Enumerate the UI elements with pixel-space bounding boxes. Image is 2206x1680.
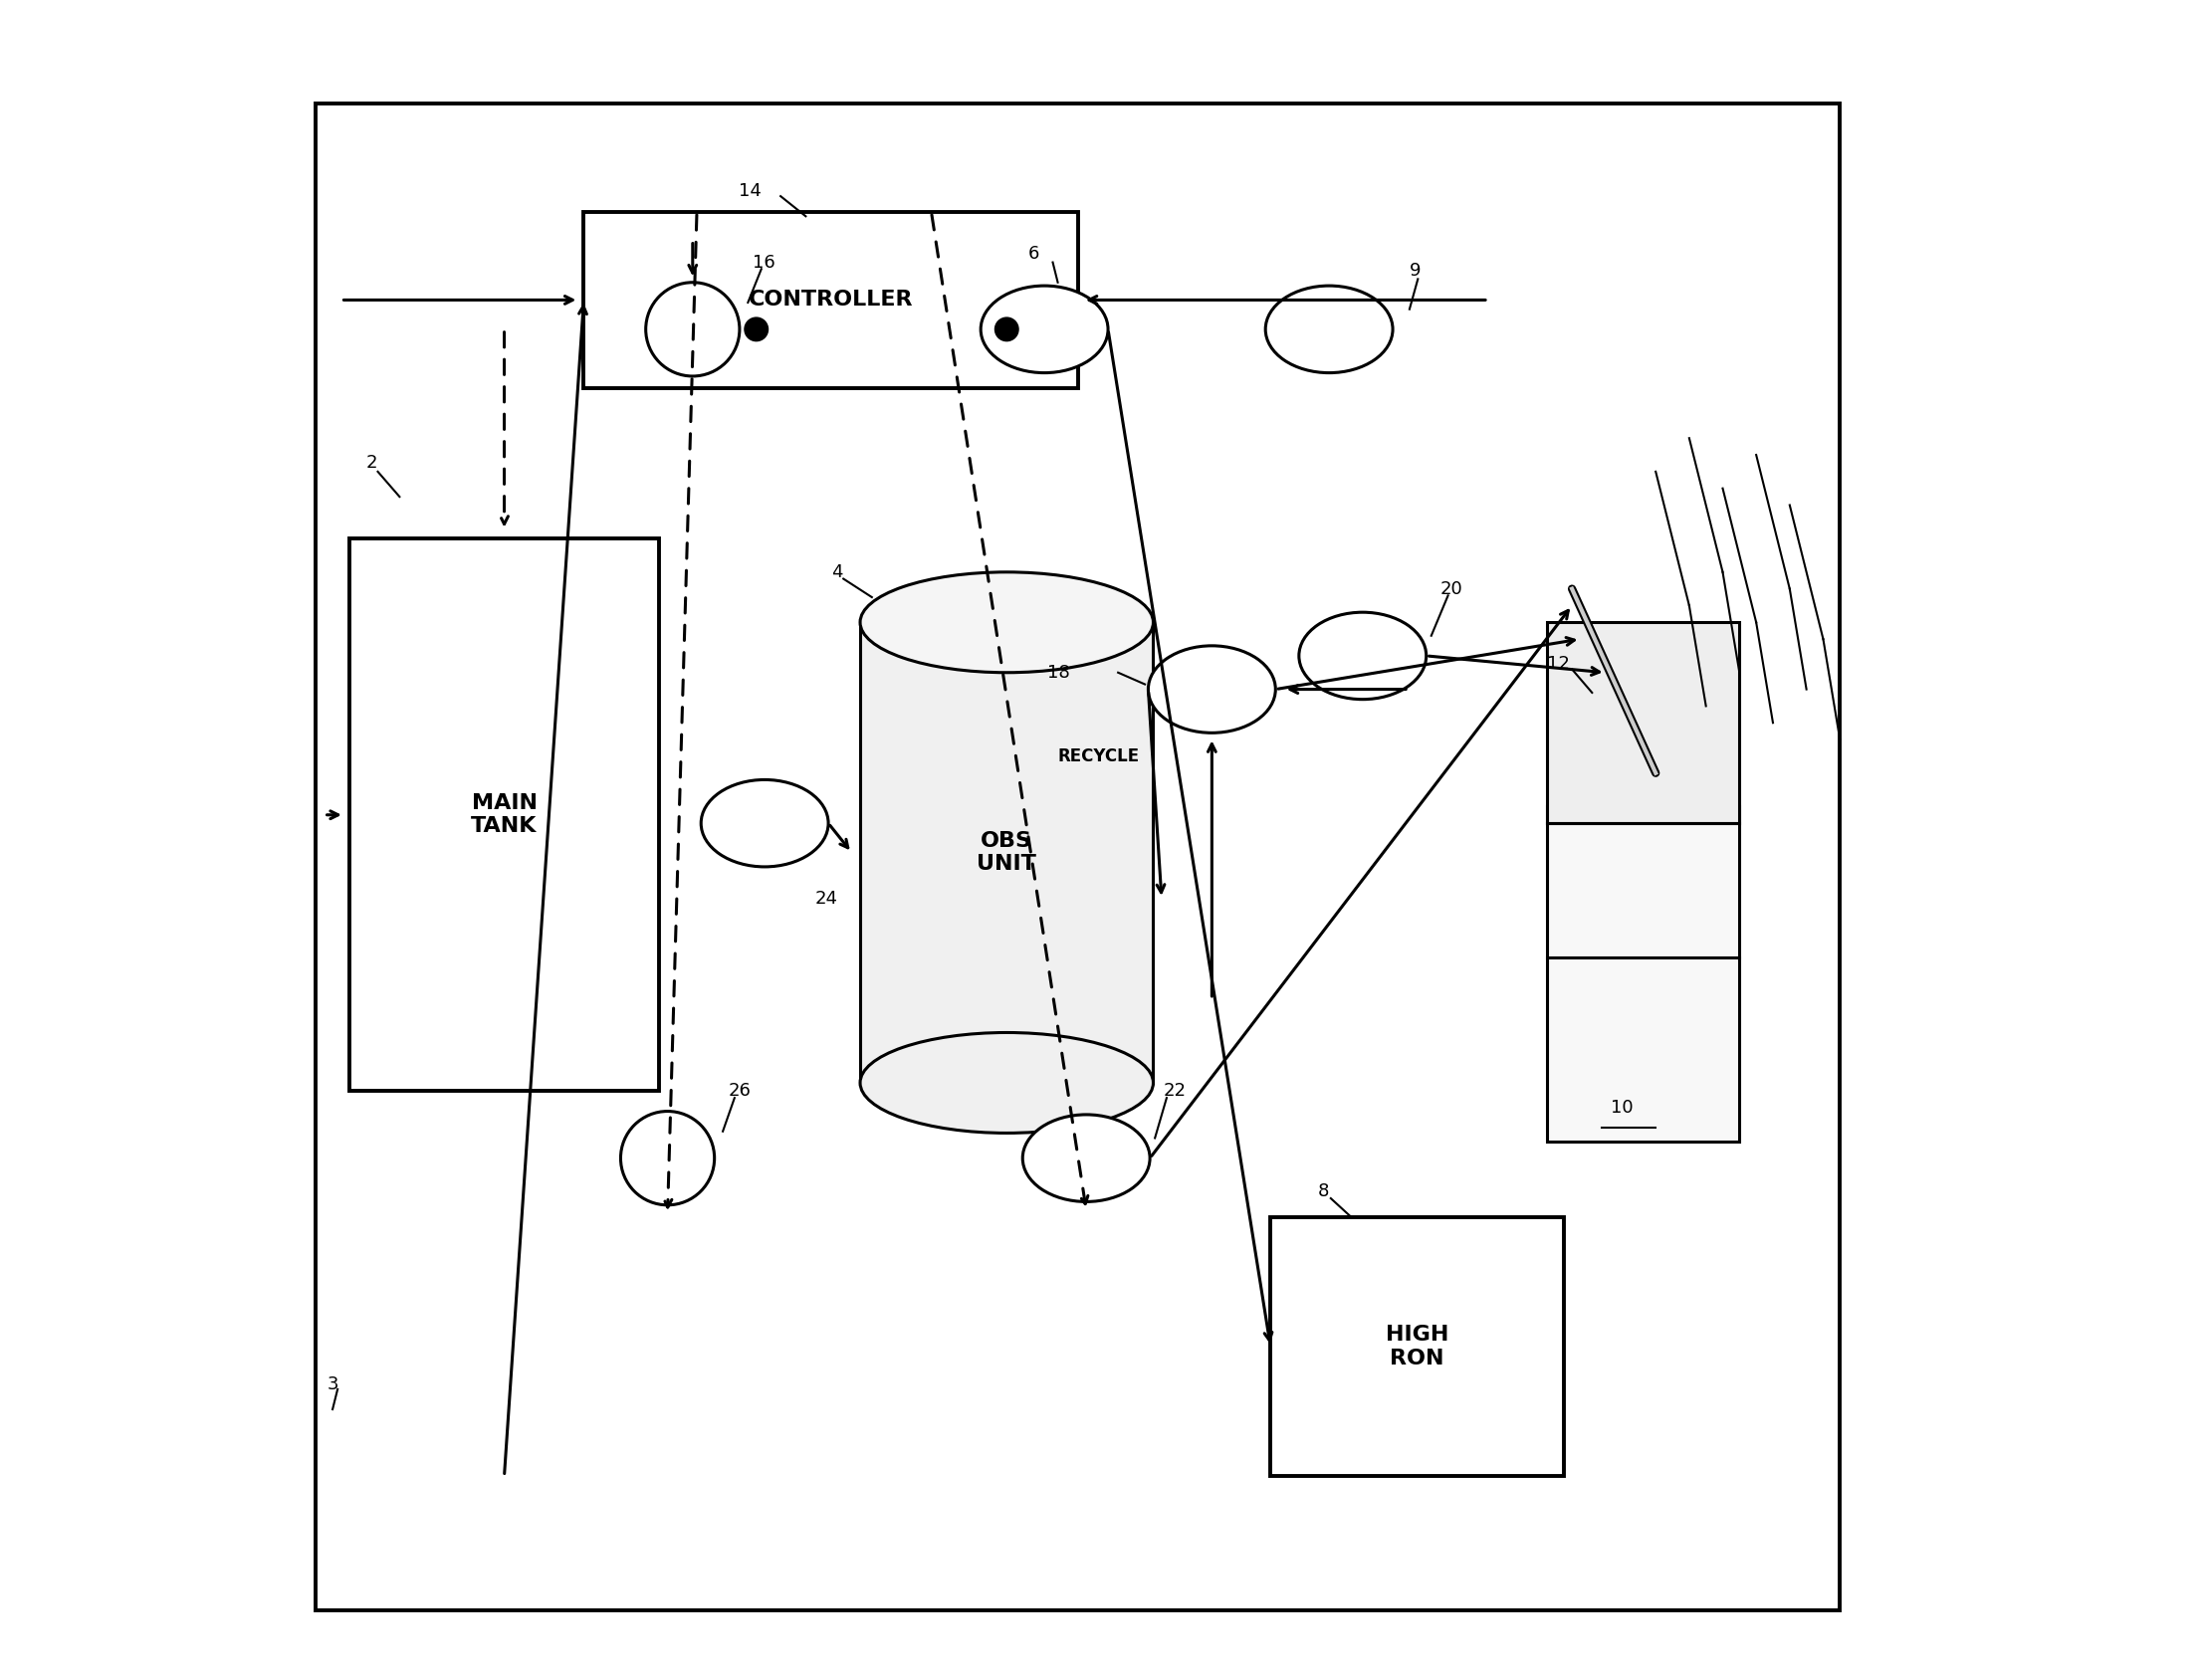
Text: HIGH
RON: HIGH RON: [1385, 1326, 1449, 1368]
Circle shape: [646, 282, 739, 376]
Ellipse shape: [860, 573, 1154, 672]
Circle shape: [746, 318, 768, 341]
Ellipse shape: [1147, 645, 1275, 732]
Ellipse shape: [860, 1033, 1154, 1132]
Circle shape: [995, 318, 1019, 341]
Circle shape: [620, 1110, 715, 1205]
Text: 3: 3: [326, 1376, 340, 1393]
Text: OBS
UNIT: OBS UNIT: [977, 832, 1037, 874]
Bar: [349, 539, 660, 1092]
Text: 14: 14: [739, 181, 761, 200]
Ellipse shape: [1299, 612, 1427, 699]
Text: 6: 6: [1028, 245, 1039, 262]
Text: 10: 10: [1610, 1099, 1632, 1117]
Text: 8: 8: [1317, 1183, 1328, 1201]
Bar: [1271, 1216, 1564, 1477]
Text: 16: 16: [752, 254, 777, 270]
Text: 24: 24: [814, 890, 838, 907]
Text: 2: 2: [366, 454, 377, 472]
Text: MAIN
TANK: MAIN TANK: [472, 793, 538, 837]
Text: CONTROLLER: CONTROLLER: [748, 291, 913, 309]
Text: 22: 22: [1163, 1082, 1187, 1100]
Text: 4: 4: [832, 563, 843, 581]
Text: 18: 18: [1048, 664, 1070, 682]
Bar: [860, 622, 1154, 1084]
Text: 9: 9: [1410, 262, 1421, 279]
Text: 12: 12: [1546, 655, 1571, 674]
Text: RECYCLE: RECYCLE: [1059, 748, 1141, 764]
Ellipse shape: [1266, 286, 1392, 373]
Ellipse shape: [702, 780, 827, 867]
Ellipse shape: [982, 286, 1107, 373]
Ellipse shape: [1024, 1114, 1149, 1201]
Bar: [1546, 806, 1741, 1141]
Text: 26: 26: [728, 1082, 750, 1100]
Bar: [1546, 622, 1741, 823]
Text: 20: 20: [1441, 580, 1463, 598]
Bar: [585, 212, 1079, 388]
